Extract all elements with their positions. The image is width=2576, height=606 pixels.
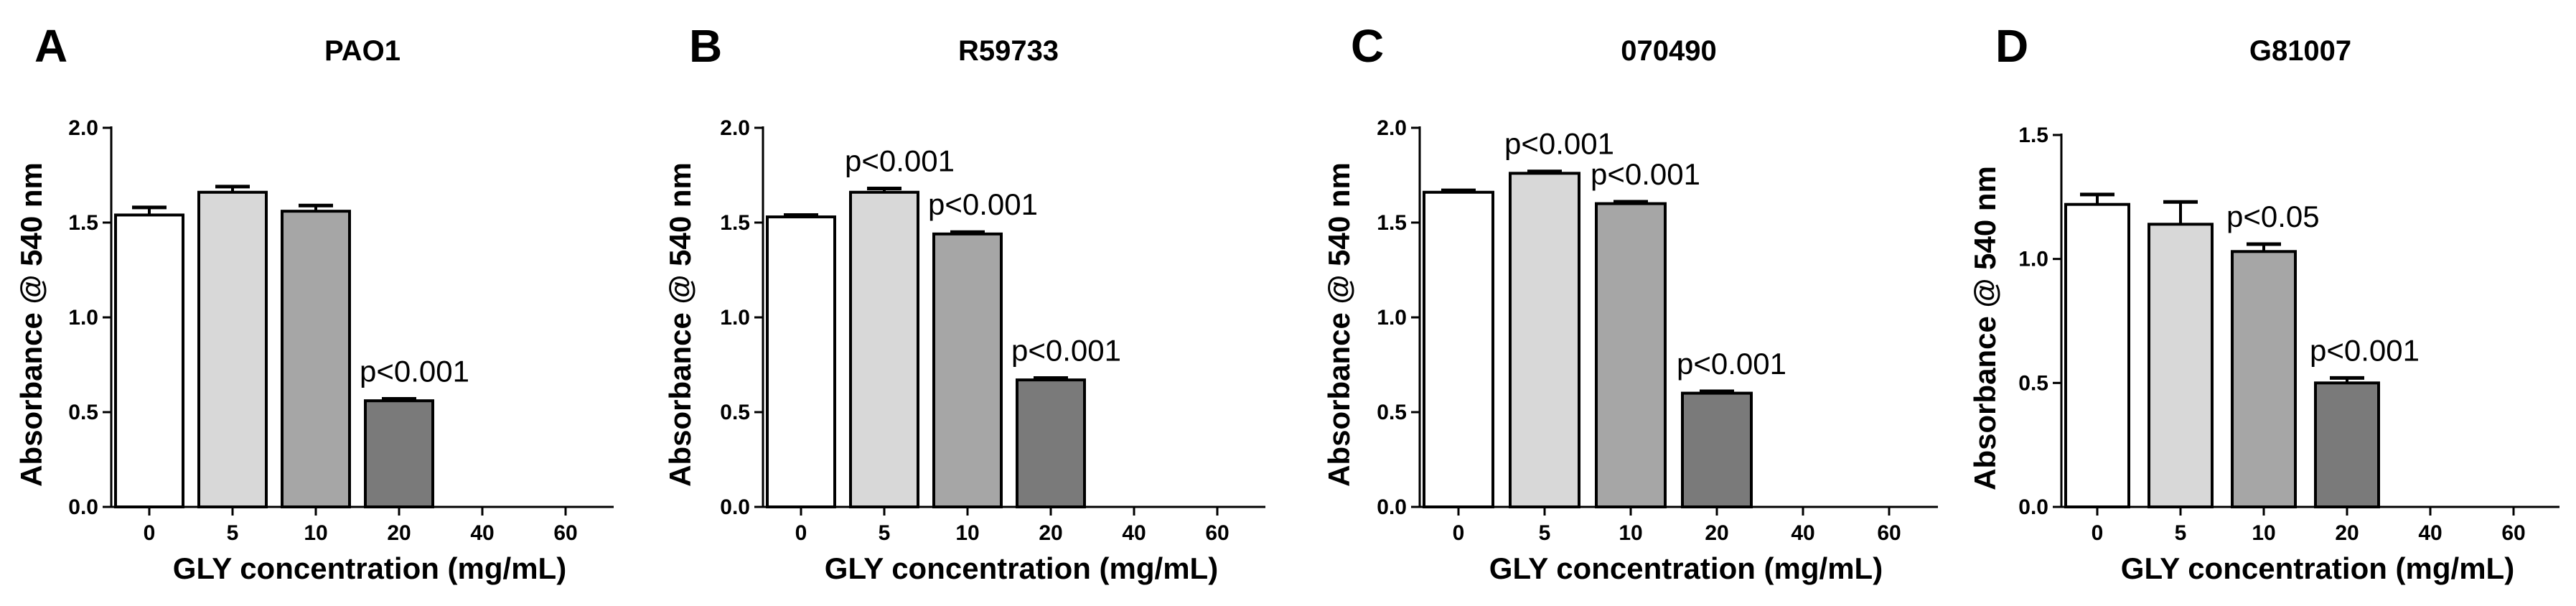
p-value-annotation: p<0.001 <box>1504 127 1614 161</box>
x-tick-label: 5 <box>2175 521 2187 545</box>
x-tick-label: 20 <box>1705 521 1728 545</box>
x-tick-label: 10 <box>955 521 979 545</box>
bar <box>1016 378 1086 508</box>
bar <box>197 190 268 508</box>
y-tick-label: 0.5 <box>2018 371 2048 395</box>
p-value-annotation: p<0.001 <box>1677 347 1786 381</box>
chart-title: PAO1 <box>324 35 401 67</box>
y-tick-label: 1.0 <box>720 306 750 330</box>
x-tick-label: 40 <box>1791 521 1814 545</box>
panel-letter: C <box>1351 20 1384 72</box>
y-tick-label: 1.5 <box>2018 123 2048 147</box>
bar <box>2148 223 2214 508</box>
y-tick-label: 0.0 <box>68 495 98 519</box>
x-tick-label: 0 <box>1453 521 1465 545</box>
p-value-annotation: p<0.001 <box>1011 333 1121 367</box>
x-tick-label: 20 <box>1039 521 1062 545</box>
chart-panel-d: D G81007 0.0 0.5 1.0 1.5 0 5 10 p<0.05 20 p<0.001 40… <box>1968 20 2559 585</box>
x-tick-label: 20 <box>2335 521 2359 545</box>
chart-panel-a: A PAO1 0.0 0.5 1.0 1.5 2.0 0 5 10 20 p<0.001 40 60 GLY… <box>14 20 614 585</box>
bar <box>849 190 919 508</box>
bar <box>932 232 1003 508</box>
y-axis-label: Absorbance @ 540 nm <box>1968 166 2002 490</box>
x-tick-label: 40 <box>2418 521 2442 545</box>
bar <box>2064 202 2130 508</box>
x-tick-label: 60 <box>2501 521 2525 545</box>
y-tick-label: 0.0 <box>2018 495 2048 519</box>
y-tick-label: 2.0 <box>1377 116 1407 140</box>
bar <box>1681 391 1753 508</box>
x-tick-label: 10 <box>304 521 327 545</box>
p-value-annotation: p<0.001 <box>928 187 1038 221</box>
chart-title: R59733 <box>958 35 1059 67</box>
x-tick-label: 10 <box>2252 521 2275 545</box>
chart-title: G81007 <box>2249 35 2351 67</box>
bar <box>766 215 836 508</box>
y-tick-label: 1.0 <box>68 306 98 330</box>
x-tick-label: 5 <box>1539 521 1551 545</box>
y-tick-label: 1.5 <box>68 211 98 235</box>
x-tick-label: 60 <box>1205 521 1229 545</box>
bar <box>114 213 184 508</box>
bar <box>1595 202 1667 508</box>
chart-title: 070490 <box>1621 35 1716 67</box>
panel-letter: A <box>34 20 67 72</box>
y-tick-label: 2.0 <box>68 116 98 140</box>
x-axis-label: GLY concentration (mg/mL) <box>173 551 566 585</box>
panel-letter: D <box>1995 20 2028 72</box>
p-value-annotation: p<0.001 <box>360 355 469 388</box>
bar <box>2231 250 2297 508</box>
x-tick-label: 40 <box>1122 521 1146 545</box>
x-tick-label: 0 <box>2092 521 2104 545</box>
y-tick-label: 0.0 <box>720 495 750 519</box>
bar <box>1509 172 1580 509</box>
y-axis-label: Absorbance @ 540 nm <box>14 162 48 487</box>
x-axis-label: GLY concentration (mg/mL) <box>1489 551 1883 585</box>
bar <box>2314 381 2380 508</box>
chart-panel-c: C 070490 0.0 0.5 1.0 1.5 2.0 0 5 p<0.001 10 p<0.001… <box>1322 20 1938 585</box>
x-tick-label: 5 <box>879 521 891 545</box>
p-value-annotation: p<0.001 <box>1591 157 1700 191</box>
x-tick-label: 0 <box>144 521 156 545</box>
x-tick-label: 60 <box>1877 521 1901 545</box>
p-value-annotation: p<0.001 <box>2310 333 2420 367</box>
y-tick-label: 2.0 <box>720 116 750 140</box>
bar <box>1423 190 1494 508</box>
p-value-annotation: p<0.05 <box>2226 200 2320 233</box>
y-tick-label: 0.5 <box>720 401 750 424</box>
x-tick-label: 5 <box>227 521 239 545</box>
y-tick-label: 1.0 <box>1377 306 1407 330</box>
x-tick-label: 40 <box>470 521 494 545</box>
p-value-annotation: p<0.001 <box>845 144 955 177</box>
panel-letter: B <box>689 20 722 72</box>
chart-panel-b: B R59733 0.0 0.5 1.0 1.5 2.0 0 5 p<0.001 10 p<0.001… <box>663 20 1265 585</box>
y-axis-label: Absorbance @ 540 nm <box>663 162 697 487</box>
x-tick-label: 20 <box>387 521 411 545</box>
x-axis-label: GLY concentration (mg/mL) <box>2121 551 2514 585</box>
y-tick-label: 1.5 <box>1377 211 1407 235</box>
x-tick-label: 10 <box>1619 521 1642 545</box>
y-tick-label: 1.0 <box>2018 248 2048 271</box>
y-tick-label: 1.5 <box>720 211 750 235</box>
x-axis-label: GLY concentration (mg/mL) <box>825 551 1218 585</box>
bar <box>281 210 351 508</box>
bar <box>364 399 434 508</box>
y-tick-label: 0.5 <box>68 401 98 424</box>
x-tick-label: 60 <box>553 521 577 545</box>
y-tick-label: 0.5 <box>1377 401 1407 424</box>
y-axis-label: Absorbance @ 540 nm <box>1322 162 1356 487</box>
y-tick-label: 0.0 <box>1377 495 1407 519</box>
x-tick-label: 0 <box>795 521 807 545</box>
